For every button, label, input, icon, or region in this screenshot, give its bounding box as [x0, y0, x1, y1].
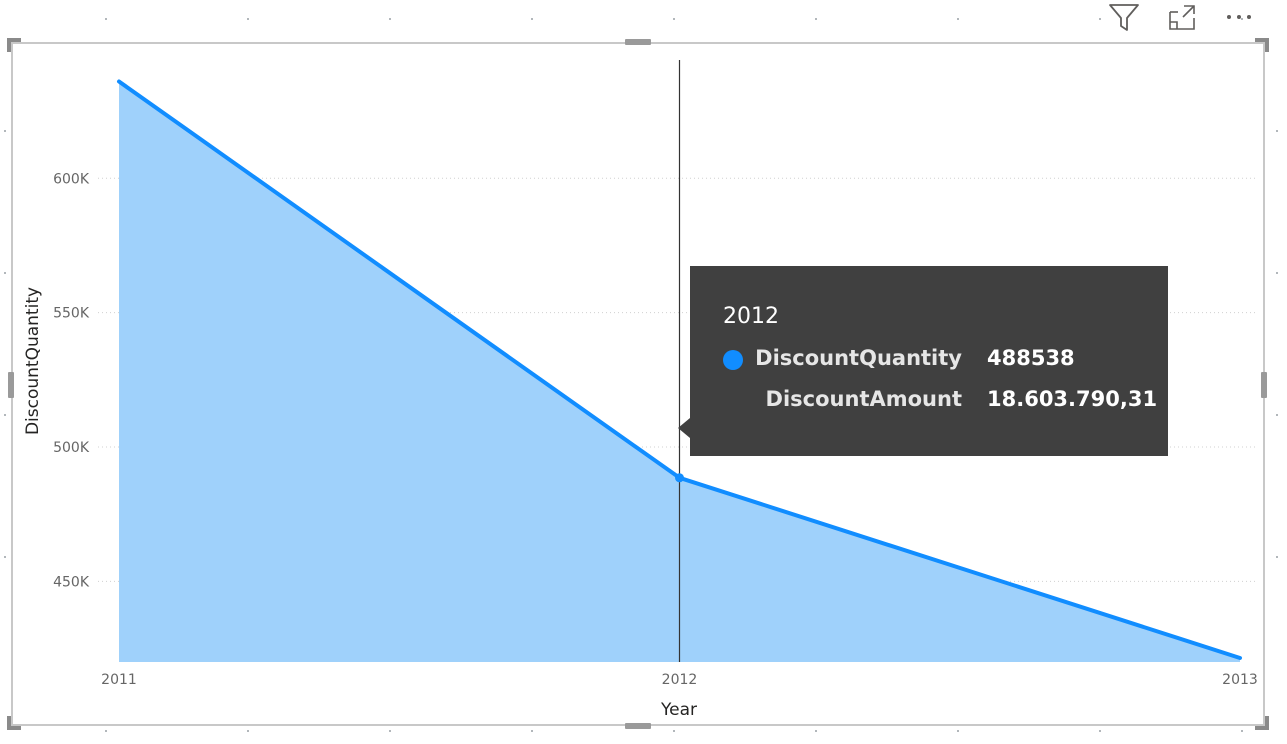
canvas-dot [815, 18, 817, 20]
canvas-dot [531, 18, 533, 20]
resize-corner-top-left[interactable] [7, 38, 21, 52]
canvas-dot [1276, 272, 1278, 274]
resize-handle-left[interactable] [8, 372, 14, 398]
area-layer [119, 81, 1240, 662]
y-tick-label: 450K [53, 574, 90, 590]
canvas-dot [1276, 414, 1278, 416]
x-axis: 2011 2012 2013 [101, 672, 1258, 688]
canvas-dot [4, 556, 6, 558]
canvas-dot [4, 130, 6, 132]
canvas-dot [1276, 556, 1278, 558]
hover-data-point [675, 473, 684, 483]
tooltip-arrow [678, 418, 690, 438]
canvas-dot [4, 414, 6, 416]
y-tick-label: 550K [53, 306, 90, 322]
tooltip-title: 2012 [723, 304, 779, 329]
resize-handle-bottom[interactable] [625, 723, 651, 729]
canvas-dot [673, 730, 675, 732]
canvas-dot [957, 18, 959, 20]
canvas-dot [1241, 18, 1243, 20]
y-tick-label: 600K [53, 171, 90, 187]
canvas-dot [1099, 18, 1101, 20]
tooltip-row-label: DiscountAmount [765, 387, 962, 411]
y-axis-title: DiscountQuantity [23, 287, 43, 435]
canvas-dot [247, 18, 249, 20]
canvas-dot [105, 730, 107, 732]
tooltip-row-value: 488538 [987, 346, 1075, 370]
y-axis: 450K 500K 550K 600K [53, 171, 90, 590]
canvas-dot [105, 18, 107, 20]
canvas-dot [673, 18, 675, 20]
canvas-dot [531, 730, 533, 732]
tooltip-row-discount-amount: DiscountAmount 18.603.790,31 [690, 385, 1168, 415]
canvas-dot [1276, 130, 1278, 132]
canvas-dot [1099, 730, 1101, 732]
tooltip-row-label: DiscountQuantity [755, 346, 962, 370]
tooltip-row-value: 18.603.790,31 [987, 387, 1158, 411]
canvas-dot [4, 272, 6, 274]
x-tick-label: 2012 [662, 672, 698, 688]
series-marker-icon [723, 350, 743, 370]
resize-handle-top[interactable] [625, 39, 651, 45]
focus-mode-icon[interactable] [1164, 0, 1200, 34]
more-options-icon[interactable] [1221, 0, 1257, 34]
x-tick-label: 2013 [1222, 672, 1258, 688]
resize-corner-bottom-left[interactable] [7, 716, 21, 730]
x-tick-label: 2011 [101, 672, 137, 688]
canvas-dot [389, 730, 391, 732]
line-layer [117, 79, 1242, 660]
resize-corner-top-right[interactable] [1255, 38, 1269, 52]
x-axis-title: Year [660, 700, 697, 720]
canvas-dot [247, 730, 249, 732]
canvas-dot [815, 730, 817, 732]
canvas-dot [389, 18, 391, 20]
canvas-dot [1241, 730, 1243, 732]
tooltip: 2012 DiscountQuantity 488538 DiscountAmo… [678, 266, 1168, 456]
filter-icon[interactable] [1106, 0, 1142, 34]
y-tick-label: 500K [53, 440, 90, 456]
resize-corner-bottom-right[interactable] [1255, 716, 1269, 730]
resize-handle-right[interactable] [1261, 372, 1267, 398]
series-area-discount-quantity [119, 81, 1240, 662]
tooltip-row-discount-quantity: DiscountQuantity 488538 [690, 344, 1168, 374]
canvas-dot [957, 730, 959, 732]
